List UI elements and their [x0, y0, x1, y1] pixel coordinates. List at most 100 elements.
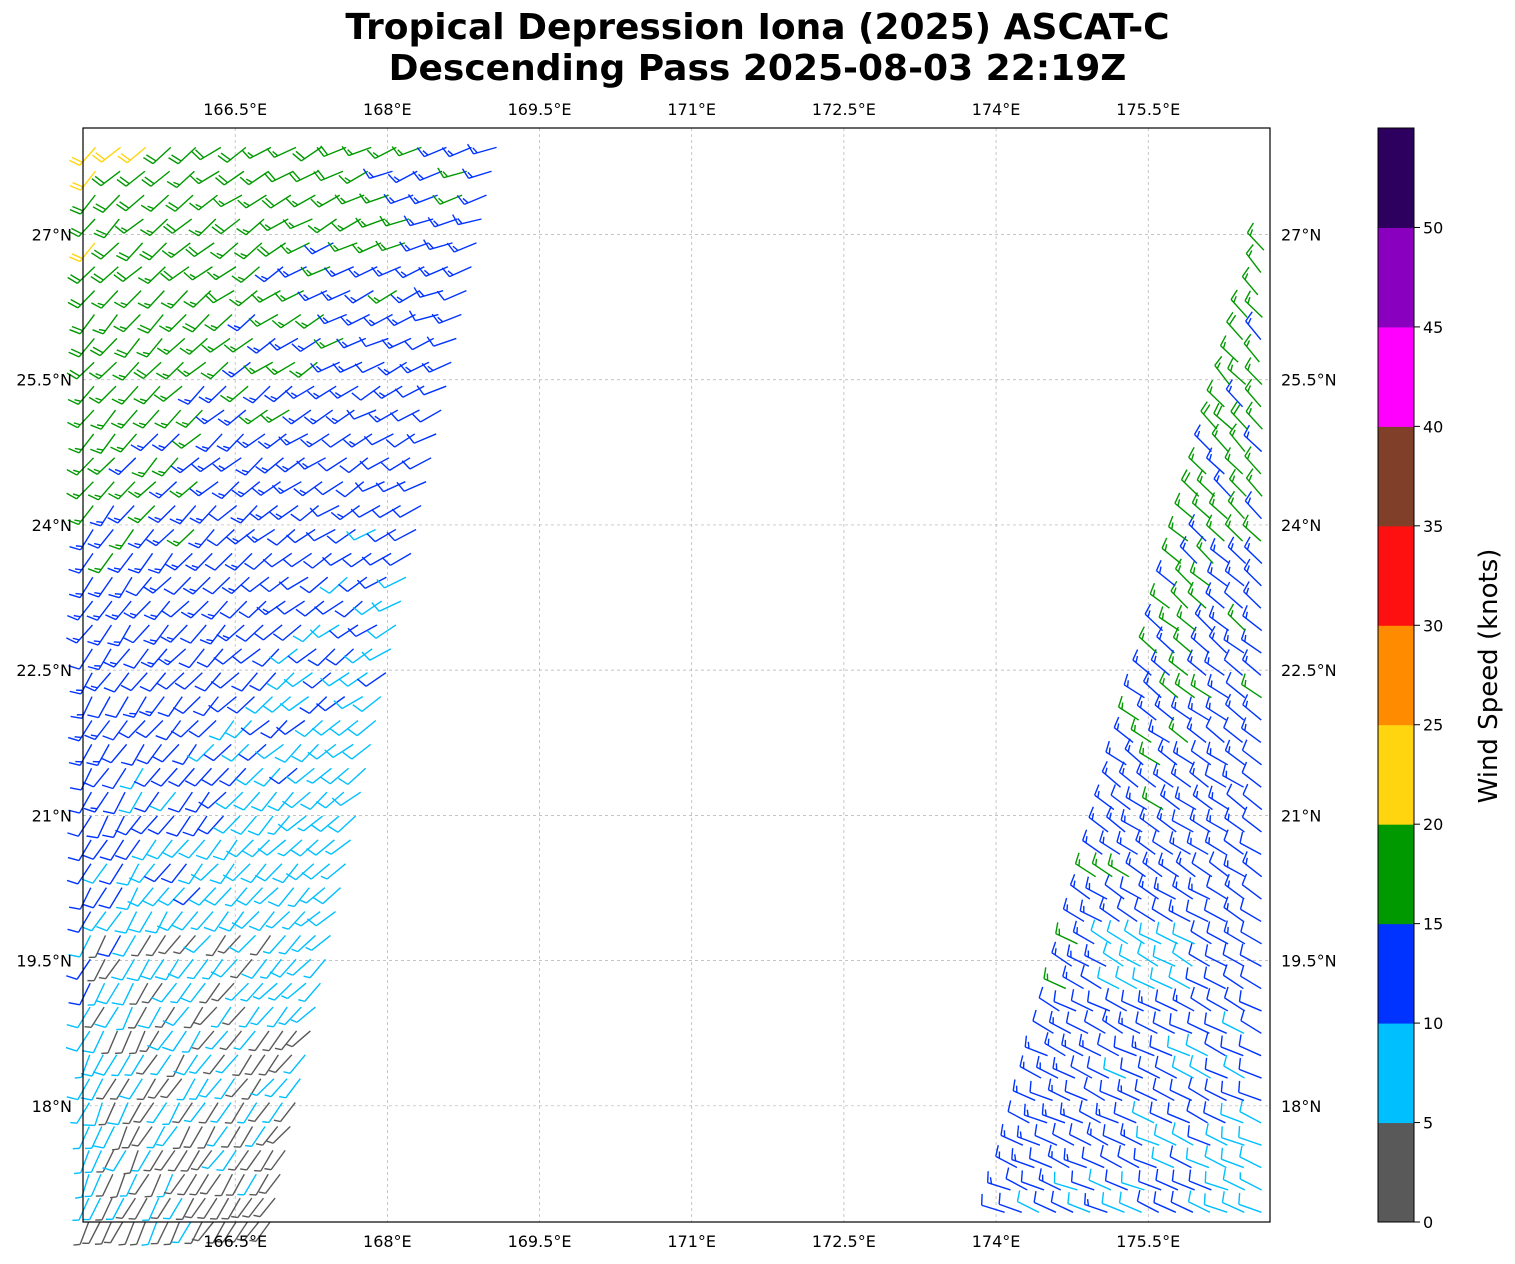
wind-barb: [196, 648, 224, 668]
wind-barb: [1117, 1145, 1140, 1169]
wind-barb: [1119, 1057, 1144, 1079]
wind-barb: [222, 1006, 246, 1026]
wind-barb: [1032, 1009, 1054, 1034]
wind-barb: [1240, 717, 1262, 744]
wind-barb: [82, 887, 108, 909]
wind-barb: [204, 552, 233, 571]
wind-barb: [262, 1102, 283, 1124]
wind-barb: [1204, 1171, 1229, 1191]
wind-barb: [84, 720, 111, 741]
wind-barb: [292, 146, 322, 162]
wind-barb: [1099, 830, 1121, 855]
wind-barb: [136, 1078, 157, 1101]
wind-barb: [291, 337, 321, 353]
wind-barb: [198, 791, 227, 809]
wind-barb: [1245, 243, 1262, 273]
wind-barb: [297, 815, 324, 832]
lat-tick-label-left: 25.5°N: [16, 371, 72, 390]
wind-barb: [231, 672, 258, 692]
wind-barb: [1083, 1193, 1108, 1213]
wind-barb: [461, 168, 492, 180]
wind-barb: [1131, 1101, 1155, 1124]
wind-barb: [1219, 335, 1239, 363]
wind-barb: [307, 218, 337, 234]
wind-barb: [227, 314, 256, 332]
wind-barb: [1176, 604, 1197, 632]
wind-barb: [66, 958, 91, 980]
wind-barb: [335, 481, 365, 498]
wind-barb: [136, 337, 163, 358]
wind-barb: [215, 170, 245, 186]
wind-barb: [1223, 986, 1246, 1012]
wind-barb: [253, 624, 283, 641]
wind-barb: [1174, 672, 1196, 699]
wind-barb: [189, 170, 220, 185]
wind-barb: [1055, 922, 1078, 945]
wind-barb: [1242, 851, 1263, 878]
wind-barb: [1166, 1102, 1191, 1124]
wind-barb: [269, 767, 298, 785]
wind-barb: [230, 815, 258, 835]
wind-barb: [106, 1102, 129, 1126]
wind-barb: [290, 839, 319, 857]
wind-barb: [1132, 649, 1152, 676]
wind-barb: [277, 839, 303, 857]
wind-barb: [1227, 490, 1245, 520]
wind-barb: [354, 481, 385, 493]
wind-barb: [183, 1006, 204, 1029]
wind-barb: [87, 624, 113, 646]
wind-barb: [1238, 1080, 1262, 1102]
wind-barb: [377, 361, 408, 376]
wind-barb: [1200, 401, 1218, 430]
wind-barb: [1224, 739, 1246, 766]
wind-barb: [1239, 898, 1262, 923]
wind-barb: [66, 1078, 91, 1101]
wind-barb: [68, 552, 94, 574]
wind-barb: [1080, 964, 1102, 990]
wind-barb: [146, 1102, 168, 1124]
wind-barb: [141, 1221, 158, 1246]
wind-barb: [129, 1221, 147, 1246]
wind-barb: [1220, 1102, 1244, 1124]
wind-barb: [1204, 763, 1227, 788]
wind-barb: [108, 576, 133, 599]
wind-barb: [113, 314, 141, 333]
wind-barb: [1240, 920, 1262, 945]
lon-tick-label-bottom: 175.5°E: [1116, 1232, 1180, 1251]
wind-barb: [1190, 739, 1212, 766]
wind-barb: [282, 552, 313, 568]
wind-barb: [1187, 1076, 1210, 1102]
wind-barb: [421, 361, 452, 373]
wind-barb: [198, 1102, 219, 1124]
wind-barb: [1062, 965, 1084, 990]
wind-barb: [216, 624, 245, 642]
wind-barb: [275, 457, 305, 473]
wind-barb: [293, 481, 323, 497]
wind-barb: [1207, 673, 1229, 699]
wind-barb: [1096, 1033, 1120, 1057]
wind-barb: [328, 385, 359, 399]
wind-barb: [224, 720, 253, 739]
wind-barb: [173, 934, 197, 955]
wind-barb: [213, 648, 243, 665]
wind-barb: [981, 1193, 1005, 1213]
wind-barb: [1011, 1148, 1035, 1169]
wind-barb: [160, 1078, 183, 1099]
wind-barb: [95, 1173, 114, 1197]
wind-barb: [1190, 986, 1212, 1012]
wind-barb: [1099, 1144, 1123, 1169]
wind-barb: [1068, 1123, 1092, 1146]
wind-barb: [169, 481, 198, 498]
wind-barb: [202, 958, 224, 980]
wind-barb: [109, 1174, 126, 1199]
wind-barb: [1172, 874, 1194, 900]
wind-barb: [1102, 1124, 1126, 1146]
colorbar-bin: [1378, 426, 1414, 527]
wind-barb: [1005, 1167, 1028, 1191]
wind-barb: [139, 1030, 160, 1053]
wind-barb: [331, 791, 362, 807]
wind-barb: [113, 266, 143, 283]
wind-barb: [1070, 1055, 1093, 1079]
wind-barb: [215, 791, 244, 810]
wind-barb: [89, 337, 118, 357]
